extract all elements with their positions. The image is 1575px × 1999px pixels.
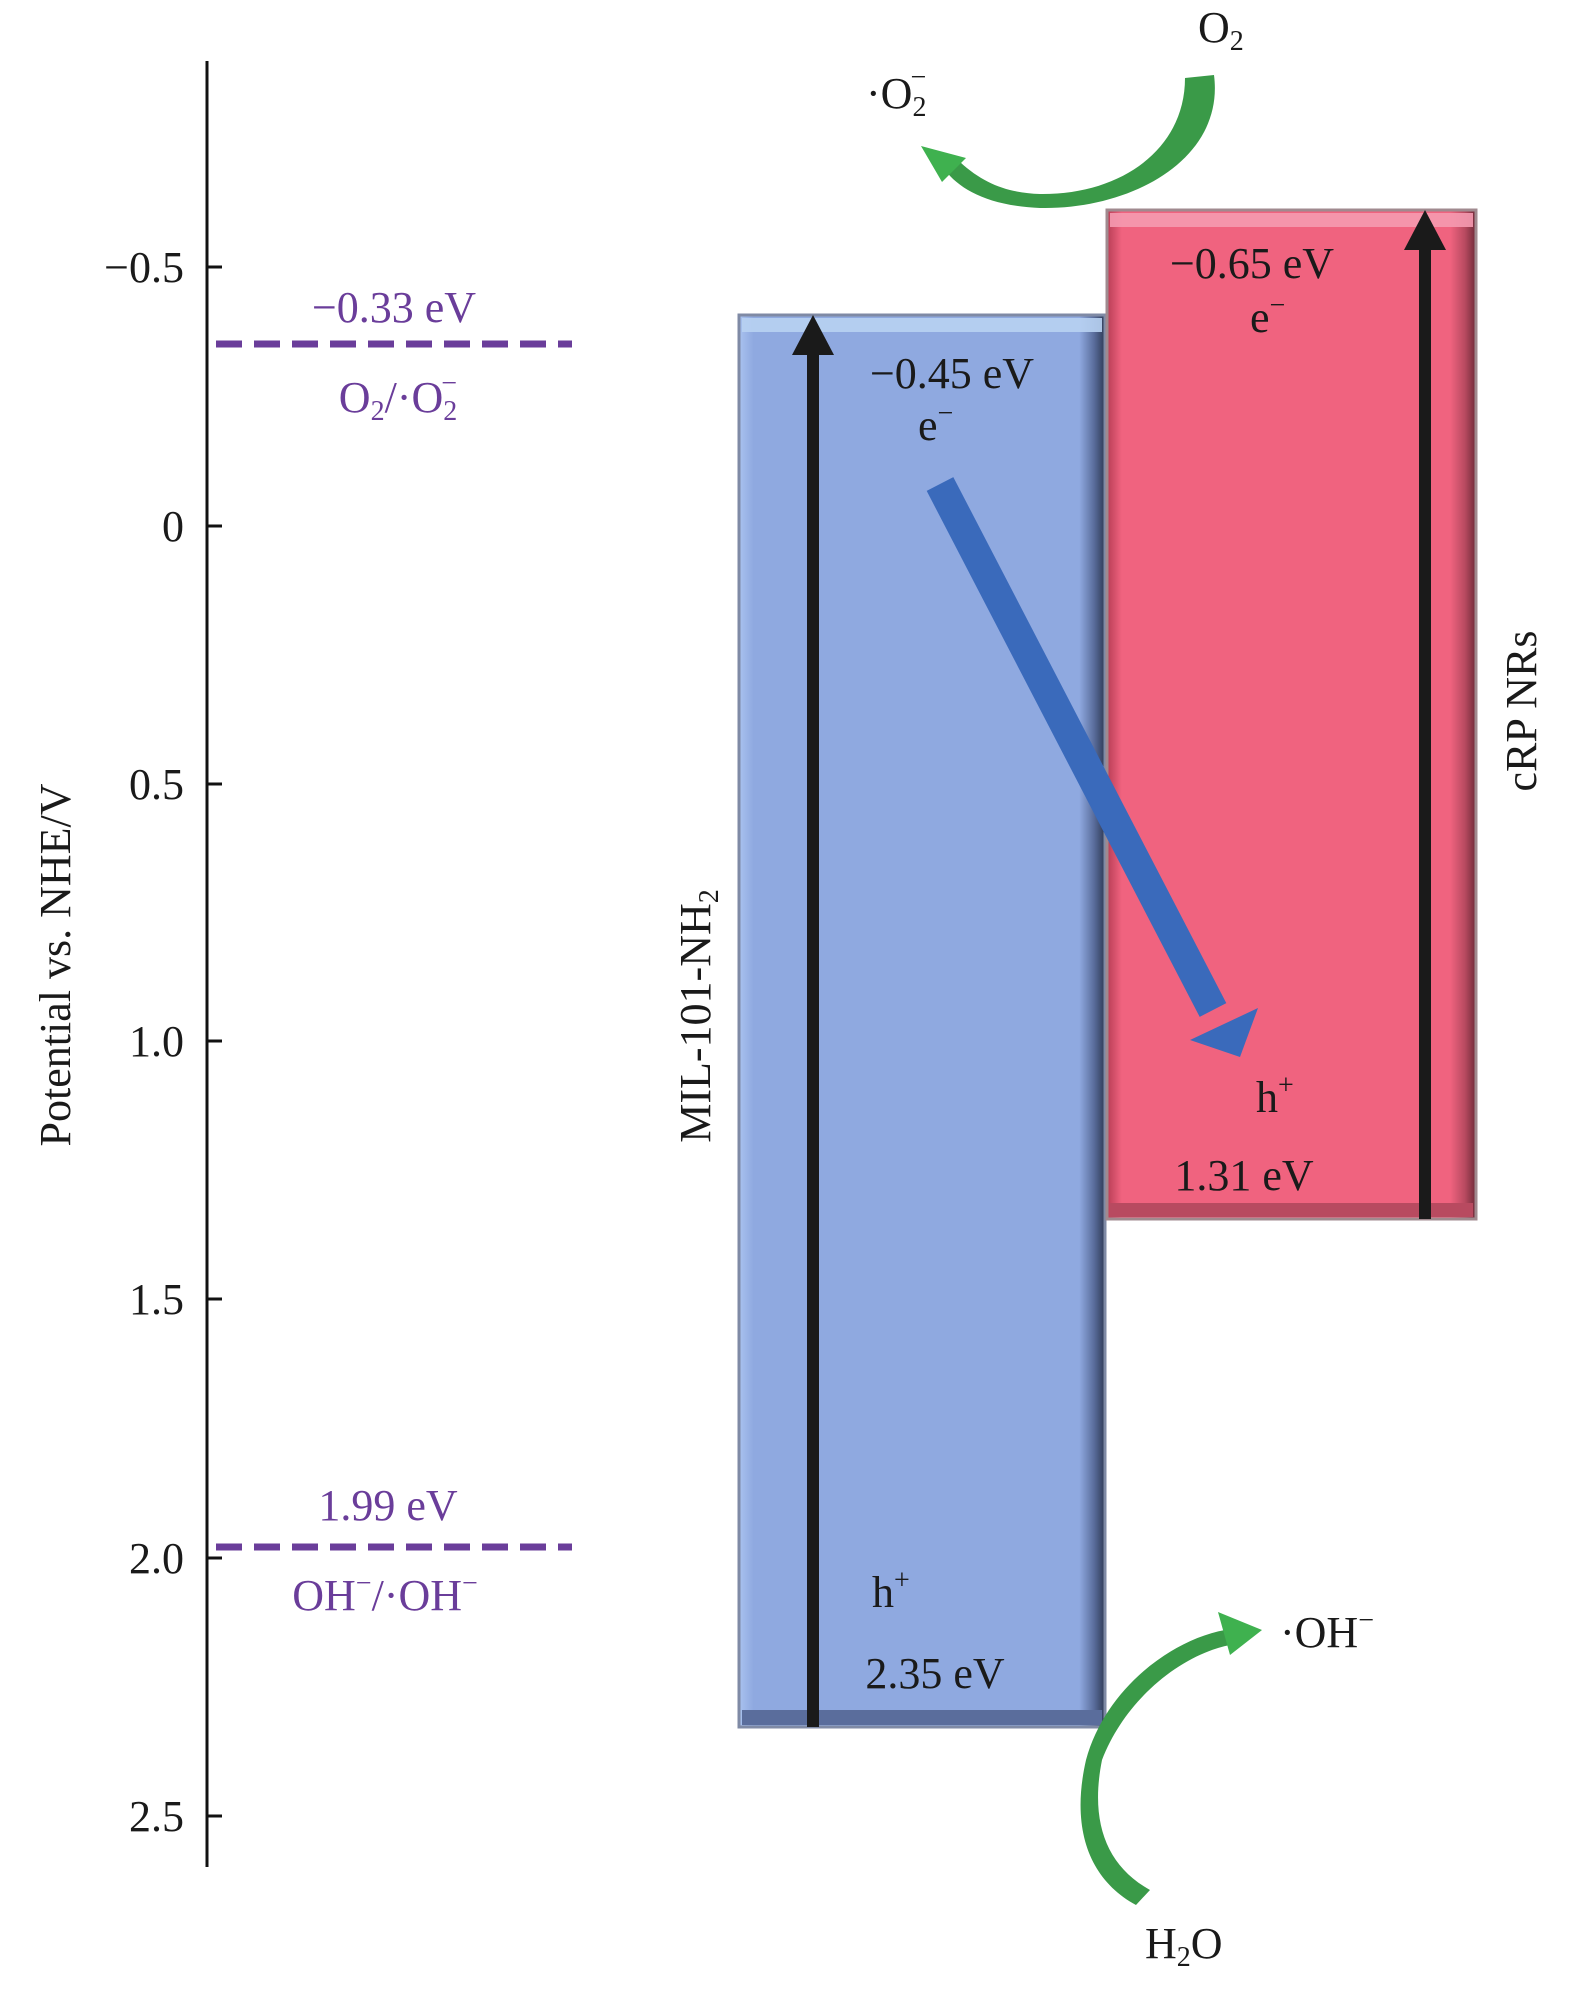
crp-electron-label: e− — [1250, 290, 1285, 342]
mil-excitation-arrow — [792, 315, 834, 1727]
mil-hole-label: h+ — [872, 1565, 910, 1617]
tick-label: −0.5 — [104, 243, 184, 292]
o2-level-value: −0.33 eV — [312, 283, 476, 332]
crp-name-label: cRP NRs — [1497, 631, 1546, 792]
oh-couple-label: OH−/·OH− — [292, 1568, 478, 1620]
mil-cb-value: −0.45 eV — [870, 349, 1034, 398]
water-oxidation-arrow — [1080, 1612, 1262, 1905]
y-axis-label: Potential vs. NHE/V — [31, 783, 80, 1146]
tick-label: 0.5 — [129, 760, 184, 809]
mil-vb-value: 2.35 eV — [865, 1649, 1005, 1698]
mil-electron-label: e− — [918, 398, 953, 450]
crp-cb-value: −0.65 eV — [1170, 239, 1334, 288]
electron-transfer-arrow — [926, 477, 1258, 1057]
mil-band-box — [737, 313, 1107, 1729]
crp-band-box — [1105, 208, 1478, 1221]
crp-hole-label: h+ — [1256, 1070, 1294, 1122]
tick-label: 2.5 — [129, 1792, 184, 1841]
oh-level-value: 1.99 eV — [318, 1481, 458, 1530]
crp-excitation-arrow — [1404, 210, 1446, 1219]
hydroxyl-species-label: ·OH− — [1280, 1605, 1374, 1657]
superoxide-species-label: ·O2− — [866, 62, 926, 123]
tick-label: 1.5 — [129, 1275, 184, 1324]
tick-label: 1.0 — [129, 1017, 184, 1066]
o2-reduction-arrow — [921, 75, 1215, 209]
water-species-label: H2O — [1145, 1919, 1223, 1973]
tick-label: 2.0 — [129, 1534, 184, 1583]
tick-label: 0 — [162, 502, 184, 551]
mil-name-label: MIL-101-NH2 — [671, 889, 725, 1143]
o2-couple-label: O2/·O2− — [339, 368, 457, 427]
y-axis-ticks: −0.5 0 0.5 1.0 1.5 2.0 2.5 — [104, 243, 222, 1841]
o2-species-label: O2 — [1198, 3, 1244, 57]
crp-vb-value: 1.31 eV — [1174, 1151, 1314, 1200]
